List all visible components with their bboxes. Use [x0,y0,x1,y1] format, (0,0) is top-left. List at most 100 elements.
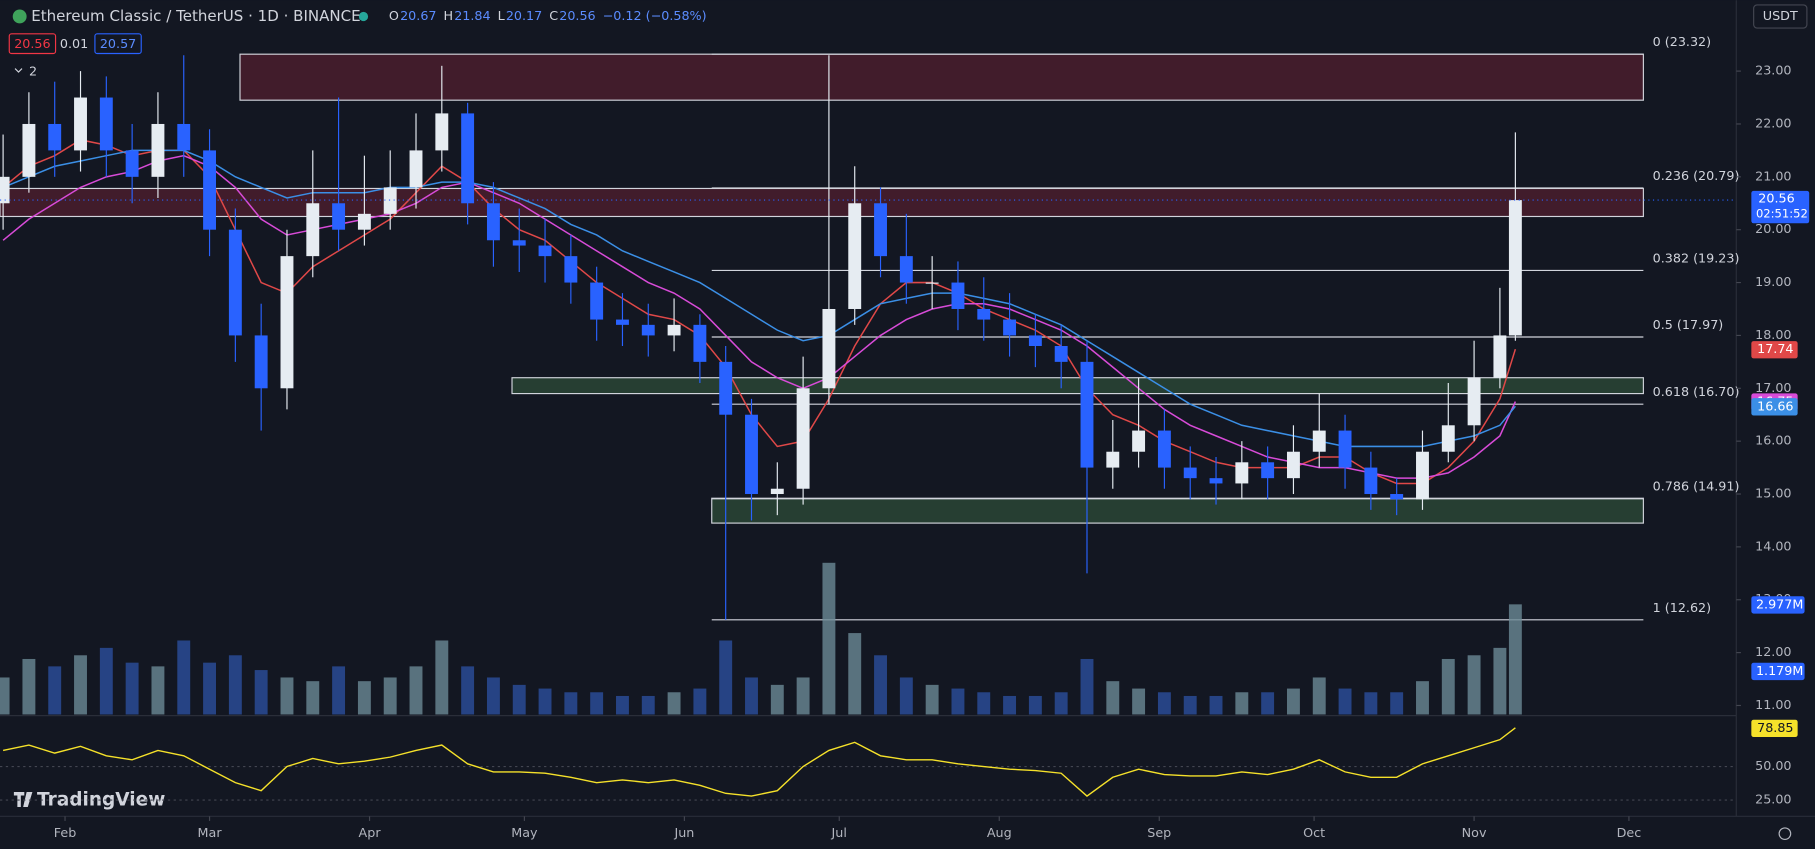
volume-bar [977,692,991,715]
candle-body [99,97,113,151]
ma-tag [1751,398,1798,416]
candle-body [383,187,397,214]
y-tick-label: 16.00 [1755,434,1791,449]
volume-bar [177,640,191,715]
ohlc-value: 20.17 [506,9,542,24]
candle-body [770,488,784,495]
volume-bar [1364,692,1378,715]
candle-body [1209,478,1223,484]
y-tick-label: 15.00 [1755,487,1791,502]
market-status[interactable] [358,11,369,22]
volume-bar [99,647,113,715]
volume-bar [512,684,526,715]
volume-bar [1054,692,1068,715]
settings-icon[interactable] [1778,827,1792,841]
candle-body [1157,430,1171,468]
x-tick-label: Feb [54,826,77,841]
ask-box[interactable] [94,33,142,55]
volume-bar [822,562,836,715]
rsi-line [2,727,1516,797]
volume-bar [1312,677,1326,715]
candle-body [1416,451,1429,500]
candle-body [1261,462,1275,479]
rsi-tick-label: 25.00 [1755,793,1791,808]
candle-body [899,256,913,283]
x-tick-label: Mar [198,826,223,841]
x-tick-label: Sep [1147,826,1171,841]
logo-icon [13,792,33,808]
candle-body [1106,451,1120,468]
candle-body [1493,335,1507,378]
volume-bar [848,633,862,715]
candle-body [280,256,294,389]
candle-body [1003,319,1017,336]
candle-body [1054,345,1068,362]
symbol-icon [12,9,27,24]
bid-box[interactable] [8,33,57,55]
volume-bar [925,684,939,715]
volume-bar [899,677,913,715]
candle-body [486,203,500,241]
fib-label: 1 (12.62) [1653,601,1711,616]
volume-bar [486,677,500,715]
volume-bar [1467,655,1481,715]
x-tick-label: May [511,826,538,841]
volume-tag-label: 1.179M [1756,664,1803,679]
ohlc-key: C [549,9,558,24]
candle-body [22,123,36,177]
candle-body [745,414,758,495]
moving-average [2,149,1516,448]
fib-label: 0 (23.32) [1653,35,1711,50]
volume-bar [616,695,629,715]
candle-body [538,245,552,257]
collapse-icon[interactable] [14,68,23,73]
volume-pane [0,562,1522,715]
symbol-title: Ethereum Classic / TetherUS · 1D · BINAN… [31,7,360,25]
volume-bar [667,692,681,715]
ohlc-value: 21.84 [454,9,490,24]
y-tick-label: 21.00 [1755,169,1791,184]
volume-bar [357,681,371,715]
y-tick-label: 18.00 [1755,328,1791,343]
volume-tag-label: 2.977M [1756,597,1803,612]
y-tick-label: 19.00 [1755,275,1791,290]
spread: 0.01 [60,37,88,52]
volume-bar [280,677,294,715]
candle-body [254,335,268,389]
candle-body [693,324,707,362]
volume-bar [74,655,87,715]
volume-bar [1028,695,1042,715]
volume-bar [1493,647,1507,715]
candle-body [1312,430,1326,452]
volume-bar [306,681,320,715]
x-tick-label: Jun [673,826,694,841]
x-tick-label: Oct [1303,826,1325,841]
zone [711,497,1644,524]
candle-body [796,388,810,489]
zones: 0 (23.32) 0.236 (20.79) 0.382 (19.23) 0.5 (… [0,35,1739,621]
candle-body [125,150,139,177]
indicator-count[interactable]: 2 [29,65,37,80]
candle-body [357,213,371,230]
y-tick-label: 20.00 [1755,222,1791,237]
y-tick-label: 22.00 [1755,116,1791,131]
ask: 20.57 [100,37,136,52]
x-tick-label: Nov [1462,826,1487,841]
volume-bar [22,658,36,715]
volume-bar [151,666,165,715]
candle-body [719,361,733,415]
zone [0,187,1644,218]
volume-bar [435,640,449,715]
candle-body [616,319,629,325]
y-tick-label: 11.00 [1755,698,1791,713]
rsi-tick-label: 50.00 [1755,759,1791,774]
candle-body [1338,430,1352,468]
volume-bar [796,677,810,715]
volume-bar [1106,681,1120,715]
currency-box[interactable] [1753,4,1808,29]
zone [511,377,1644,395]
volume-bar [1261,692,1275,715]
ohlc-key: L [498,9,506,24]
